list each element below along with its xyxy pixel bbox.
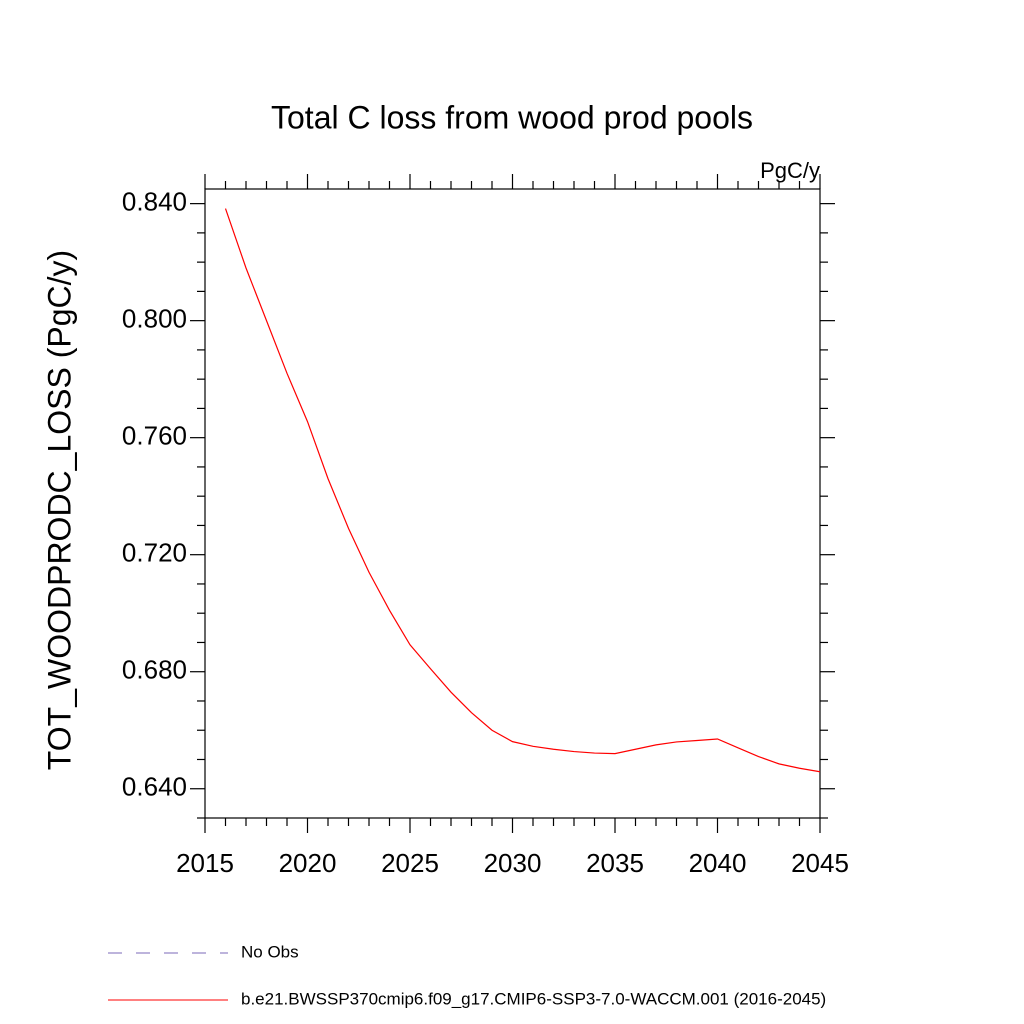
- y-tick-label: 0.800: [122, 304, 187, 334]
- x-tick-label: 2045: [791, 848, 849, 878]
- plot-frame: [204, 188, 821, 819]
- y-tick-label: 0.840: [122, 187, 187, 217]
- x-tick-label: 2020: [279, 848, 337, 878]
- units-label: PgC/y: [760, 158, 820, 183]
- y-axis-label: TOT_WOODPRODC_LOSS (PgC/y): [41, 250, 77, 770]
- x-tick-label: 2030: [484, 848, 542, 878]
- y-tick-label: 0.640: [122, 772, 187, 802]
- x-tick-label: 2040: [689, 848, 747, 878]
- legend-label: No Obs: [241, 942, 299, 961]
- data-line: [224, 208, 821, 773]
- chart-title: Total C loss from wood prod pools: [271, 99, 753, 135]
- y-tick-label: 0.680: [122, 655, 187, 685]
- x-tick-label: 2015: [176, 848, 234, 878]
- y-tick-label: 0.720: [122, 538, 187, 568]
- legend-label: b.e21.BWSSP370cmip6.f09_g17.CMIP6-SSP3-7…: [241, 989, 826, 1008]
- y-tick-label: 0.760: [122, 421, 187, 451]
- x-tick-label: 2025: [381, 848, 439, 878]
- x-tick-label: 2035: [586, 848, 644, 878]
